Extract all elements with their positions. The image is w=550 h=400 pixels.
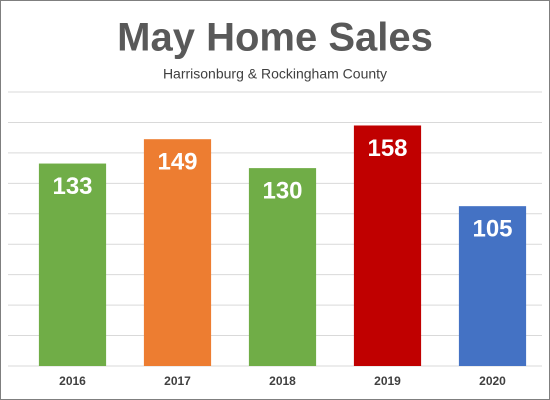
chart-title: May Home Sales [117, 16, 433, 60]
x-tick-label: 2017 [164, 374, 191, 388]
x-tick-label: 2016 [59, 374, 86, 388]
bar [248, 168, 317, 366]
bar [353, 125, 422, 366]
x-tick-label: 2019 [374, 374, 401, 388]
value-label: 158 [367, 135, 407, 162]
value-label: 133 [52, 173, 92, 200]
bar [38, 163, 107, 366]
bar [143, 139, 212, 366]
chart-subtitle: Harrisonburg & Rockingham County [163, 66, 387, 82]
value-label: 130 [262, 177, 302, 204]
bar [458, 206, 527, 366]
x-tick-label: 2020 [479, 374, 506, 388]
value-label: 105 [472, 216, 512, 243]
x-tick-label: 2018 [269, 374, 296, 388]
value-label: 149 [157, 149, 197, 176]
